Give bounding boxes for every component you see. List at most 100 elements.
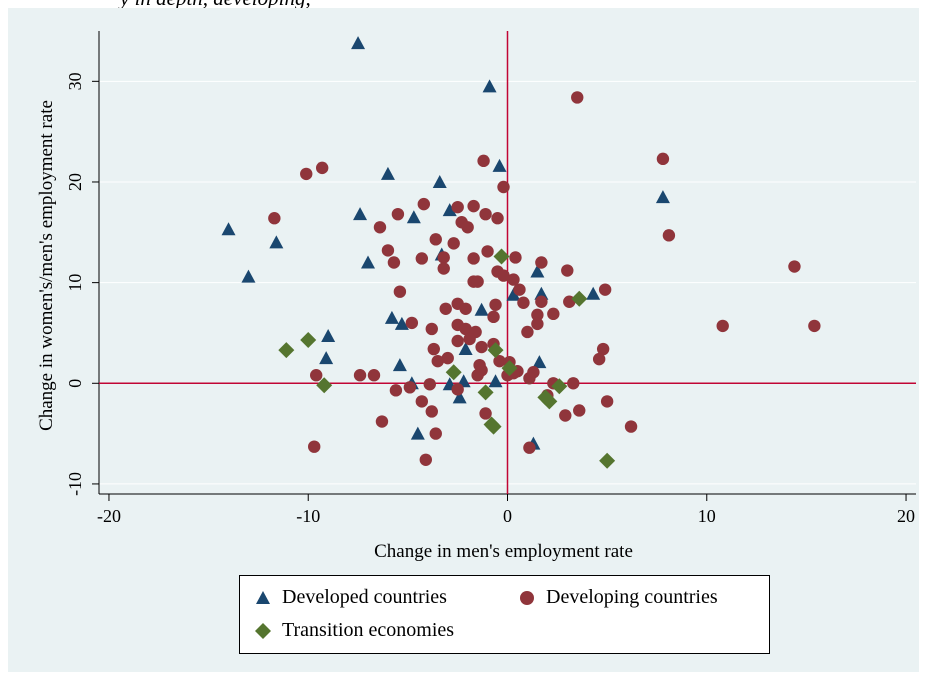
- circle-marker-icon: [520, 590, 534, 605]
- transition-point: [493, 248, 510, 265]
- developing-point: [461, 221, 474, 234]
- figure-caption-fragment: y in depth, developing,: [120, 0, 311, 11]
- developing-point: [429, 427, 442, 440]
- diamond-marker-icon: [255, 622, 271, 639]
- developing-point: [439, 302, 452, 315]
- legend-item-developing: Developing countries: [518, 586, 718, 609]
- developed-point: [392, 358, 407, 372]
- transition-point: [477, 384, 494, 401]
- developing-point: [808, 319, 821, 333]
- legend: Developed countries Developing countries…: [239, 575, 770, 654]
- developing-point: [425, 322, 438, 336]
- developing-point: [479, 207, 492, 221]
- developing-point: [375, 415, 389, 428]
- developing-point: [531, 308, 544, 322]
- transition-point: [551, 378, 568, 395]
- transition-point: [487, 342, 504, 359]
- legend-label-developing: Developing countries: [546, 586, 718, 608]
- developing-point: [481, 245, 494, 258]
- developing-point: [419, 453, 432, 466]
- developing-point: [559, 409, 572, 422]
- y-tick-label: 0: [65, 379, 85, 388]
- developing-point: [493, 354, 506, 368]
- developing-point: [592, 352, 606, 366]
- developing-point: [561, 264, 574, 277]
- y-tick-label: 20: [65, 173, 85, 191]
- developed-point: [482, 79, 497, 93]
- developed-point: [269, 235, 284, 249]
- developed-point: [361, 255, 376, 269]
- developing-point: [308, 440, 321, 453]
- developing-point: [268, 212, 281, 225]
- developed-point: [410, 426, 425, 440]
- y-tick-label: 10: [65, 274, 85, 292]
- developed-point: [474, 302, 489, 316]
- developing-point: [441, 351, 454, 365]
- developing-point: [431, 354, 444, 368]
- developing-point: [521, 325, 534, 339]
- legend-label-transition: Transition economies: [282, 619, 455, 641]
- x-tick-label: -20: [97, 506, 121, 526]
- transition-point: [278, 342, 295, 359]
- developed-point: [488, 374, 503, 388]
- developing-point: [367, 369, 381, 382]
- x-tick-label: 20: [897, 506, 915, 526]
- developed-point: [530, 264, 545, 278]
- developed-point: [432, 174, 447, 188]
- developing-point: [387, 256, 401, 269]
- developing-point: [523, 441, 536, 454]
- developed-point: [655, 190, 670, 204]
- developing-point: [463, 332, 476, 346]
- developed-point: [221, 222, 236, 236]
- developing-point: [300, 167, 313, 181]
- developing-point: [487, 310, 500, 324]
- developing-point: [523, 372, 536, 385]
- developing-point: [535, 295, 548, 308]
- x-tick-label: 10: [698, 506, 716, 526]
- developing-point: [573, 404, 586, 417]
- developed-point: [442, 203, 457, 217]
- transition-point: [541, 393, 558, 410]
- transition-point: [571, 290, 588, 307]
- developing-point: [451, 334, 464, 348]
- developing-point: [467, 252, 480, 265]
- developed-point: [384, 310, 399, 324]
- developing-point: [567, 377, 580, 390]
- developing-point: [315, 161, 329, 175]
- developing-point: [600, 395, 614, 408]
- developing-point: [535, 256, 548, 269]
- developing-point: [531, 317, 544, 331]
- y-tick-label: 30: [65, 72, 85, 90]
- developing-point: [403, 381, 417, 394]
- developing-point: [788, 260, 801, 273]
- developed-point: [394, 316, 409, 330]
- y-tick-label: -10: [65, 472, 85, 496]
- developing-point: [507, 273, 520, 286]
- developing-point: [437, 262, 450, 275]
- developed-point: [452, 390, 467, 404]
- developing-point: [310, 369, 323, 382]
- developing-point: [662, 229, 676, 242]
- developing-point: [517, 296, 530, 309]
- developing-point: [353, 369, 367, 382]
- x-tick-label: 0: [503, 506, 512, 526]
- transition-point: [485, 418, 502, 435]
- legend-item-transition: Transition economies: [254, 619, 454, 642]
- developing-point: [471, 275, 484, 288]
- developing-point: [509, 251, 522, 264]
- developed-point: [321, 328, 336, 342]
- developing-point: [489, 298, 502, 311]
- developing-point: [471, 369, 484, 382]
- developed-point: [380, 166, 395, 180]
- developing-point: [477, 154, 490, 168]
- developed-point: [351, 36, 366, 50]
- developed-point: [458, 342, 473, 356]
- developing-point: [467, 199, 480, 213]
- developing-point: [437, 251, 450, 264]
- developing-point: [513, 283, 526, 296]
- developing-point: [547, 307, 560, 321]
- developing-point: [497, 180, 510, 194]
- transition-point: [300, 332, 317, 349]
- developing-point: [497, 269, 510, 282]
